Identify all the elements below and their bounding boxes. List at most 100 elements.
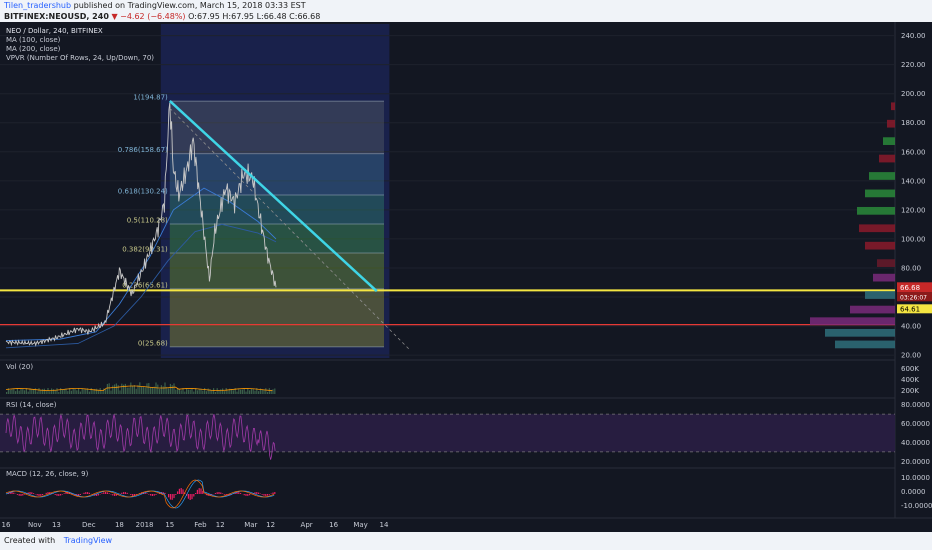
macd-histogram-bar bbox=[243, 494, 245, 496]
macd-histogram-bar bbox=[187, 494, 189, 499]
volume-bar bbox=[123, 384, 125, 394]
volume-profile-bar bbox=[850, 305, 895, 314]
volume-bar bbox=[209, 389, 211, 394]
volume-bar bbox=[173, 383, 175, 394]
macd-histogram-bar bbox=[60, 494, 62, 496]
volume-bar bbox=[191, 388, 193, 394]
volume-bar bbox=[33, 389, 35, 394]
macd-histogram-bar bbox=[85, 492, 87, 494]
macd-histogram-bar bbox=[70, 493, 72, 494]
volume-bar bbox=[137, 385, 139, 394]
volume-bar bbox=[54, 389, 56, 394]
volume-bar bbox=[128, 387, 130, 394]
volume-bar bbox=[47, 388, 49, 394]
chart-canvas[interactable]: 20.0040.0060.0080.00100.00120.00140.0016… bbox=[0, 22, 932, 532]
volume-bar bbox=[112, 385, 114, 394]
volume-bar bbox=[90, 388, 92, 394]
macd-line bbox=[5, 479, 275, 509]
volume-profile-bar bbox=[810, 317, 895, 326]
macd-histogram-bar bbox=[54, 494, 56, 495]
volume-bar bbox=[60, 388, 62, 394]
macd-histogram-bar bbox=[189, 494, 191, 500]
price-tick-label: 220.00 bbox=[901, 61, 926, 69]
macd-histogram-bar bbox=[42, 494, 44, 496]
signal-line bbox=[5, 479, 275, 509]
volume-bar bbox=[69, 388, 71, 394]
macd-histogram-bar bbox=[40, 494, 42, 496]
volume-bar bbox=[272, 389, 274, 394]
price-tick-label: 140.00 bbox=[901, 177, 926, 185]
macd-histogram-bar bbox=[153, 494, 155, 496]
volume-bar bbox=[261, 389, 263, 394]
volume-bar bbox=[148, 383, 150, 394]
macd-histogram-bar bbox=[38, 494, 40, 496]
change-text: ▼ −4.62 (−6.48%) bbox=[111, 12, 186, 21]
macd-histogram-bar bbox=[263, 494, 265, 496]
volume-bar bbox=[29, 388, 31, 394]
author-link[interactable]: Tilen_tradershub bbox=[4, 1, 72, 10]
price-tick-label: 20.00 bbox=[901, 352, 921, 360]
volume-bar bbox=[195, 388, 197, 394]
rsi-tick-label: 80.0000 bbox=[901, 401, 930, 409]
rsi-band bbox=[0, 414, 895, 452]
volume-bar bbox=[42, 388, 44, 394]
rsi-line bbox=[5, 414, 276, 460]
macd-histogram-bar bbox=[16, 494, 18, 495]
volume-bar bbox=[186, 388, 188, 394]
volume-bar bbox=[88, 391, 90, 394]
macd-histogram-bar bbox=[265, 494, 267, 496]
volume-bar bbox=[121, 383, 123, 394]
rsi-tick-label: 20.0000 bbox=[901, 458, 930, 466]
macd-histogram-bar bbox=[25, 493, 27, 494]
volume-bar bbox=[162, 386, 164, 394]
ma100-line bbox=[5, 187, 277, 342]
macd-histogram-bar bbox=[51, 492, 53, 494]
macd-histogram-bar bbox=[150, 494, 152, 496]
volume-bar bbox=[193, 391, 195, 394]
volume-bar bbox=[22, 388, 24, 394]
time-tick-label: May bbox=[353, 521, 367, 529]
macd-histogram-bar bbox=[216, 492, 218, 494]
volume-bar bbox=[38, 388, 40, 394]
volume-bar bbox=[31, 389, 33, 394]
macd-histogram-bar bbox=[132, 494, 134, 496]
macd-histogram-bar bbox=[220, 492, 222, 494]
macd-histogram-bar bbox=[24, 494, 26, 495]
volume-bar bbox=[13, 388, 15, 394]
volume-bar bbox=[218, 389, 220, 394]
volume-bar bbox=[200, 388, 202, 394]
volume-bar bbox=[34, 388, 36, 394]
macd-histogram-bar bbox=[254, 492, 256, 494]
rsi-legend: RSI (14, close) bbox=[6, 401, 57, 409]
tradingview-logo-link[interactable]: TradingView bbox=[63, 536, 113, 545]
fib-level-label: 0.618(130.24) bbox=[118, 188, 168, 196]
volume-profile-bar bbox=[865, 241, 895, 250]
macd-tick-label: 10.0000 bbox=[901, 474, 930, 482]
macd-histogram-bar bbox=[63, 493, 65, 494]
time-tick-label: 14 bbox=[380, 521, 389, 529]
macd-histogram-bar bbox=[20, 494, 22, 496]
macd-histogram-bar bbox=[108, 493, 110, 494]
fib-level-label: 0.5(110.28) bbox=[127, 216, 168, 224]
volume-bar bbox=[119, 390, 121, 394]
volume-profile-bar bbox=[883, 137, 895, 145]
volume-bar bbox=[142, 386, 144, 394]
volume-bar bbox=[171, 385, 173, 394]
volume-bar bbox=[81, 388, 83, 394]
macd-histogram-bar bbox=[49, 492, 51, 494]
macd-histogram-bar bbox=[162, 492, 164, 494]
legend-ma100: MA (100, close) bbox=[6, 36, 61, 44]
volume-bar bbox=[92, 390, 94, 394]
volume-bar bbox=[234, 388, 236, 394]
ma200-line bbox=[5, 223, 277, 349]
volume-bar bbox=[20, 388, 22, 394]
volume-bar bbox=[178, 388, 180, 394]
legend-title: NEO / Dollar, 240, BITFINEX bbox=[6, 27, 103, 35]
volume-bar bbox=[177, 388, 179, 394]
volume-bar bbox=[117, 385, 119, 394]
time-tick-label: Nov bbox=[28, 521, 42, 529]
vol-tick-label: 200K bbox=[901, 387, 919, 395]
vol-ma-line bbox=[5, 385, 273, 391]
legend-ma200: MA (200, close) bbox=[6, 45, 61, 53]
volume-bar bbox=[256, 388, 258, 394]
